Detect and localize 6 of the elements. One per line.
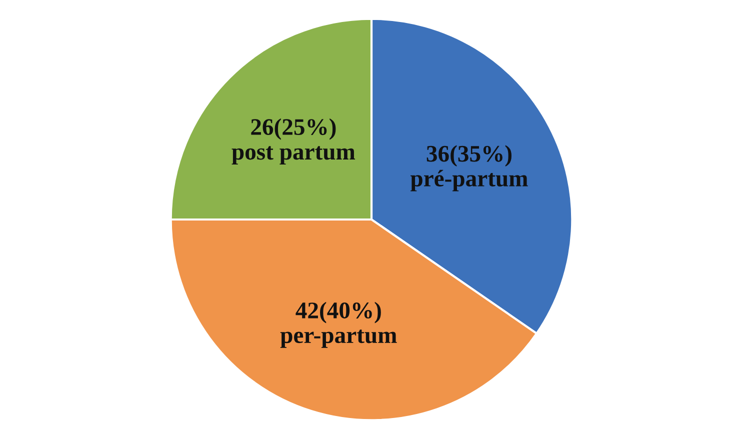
slice-label: post partum: [232, 146, 356, 164]
data-label: 26(25%): [251, 118, 336, 140]
slice-label: per-partum: [280, 330, 397, 348]
data-label: 36(35%): [426, 145, 512, 167]
data-label: 42(40%): [296, 302, 381, 324]
slice-label: pré-partum: [410, 170, 528, 192]
